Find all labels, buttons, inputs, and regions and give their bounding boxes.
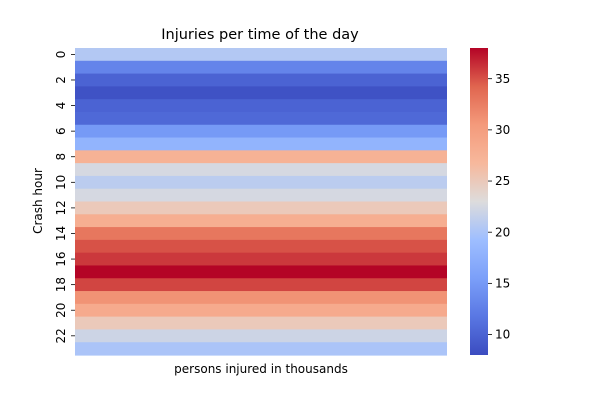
heatmap-cell (75, 303, 447, 318)
y-tick-label: 0 (54, 51, 68, 59)
heatmap-cell (75, 329, 447, 343)
heatmap-cell (75, 265, 447, 279)
heatmap-cell (75, 48, 447, 62)
y-tick-label: 20 (54, 303, 68, 318)
colorbar (470, 48, 488, 355)
y-tick-label: 18 (54, 277, 68, 292)
heatmap-cell (75, 86, 447, 100)
heatmap-cell (75, 163, 447, 177)
y-axis-label: Crash hour (31, 168, 45, 234)
heatmap-cell (75, 278, 447, 292)
y-tick-label: 4 (54, 102, 68, 110)
y-tick-label: 16 (54, 251, 68, 266)
colorbar-tick-label: 25 (495, 174, 510, 188)
colorbar-tick-label: 10 (495, 328, 510, 342)
heatmap-cell (75, 99, 447, 113)
heatmap-cell (75, 111, 447, 126)
heatmap-cell (75, 239, 447, 254)
heatmap-cell (75, 201, 447, 215)
heatmap-cell (75, 137, 447, 151)
colorbar-tick-label: 30 (495, 123, 510, 137)
y-tick-label: 6 (54, 127, 68, 135)
heatmap-cell (75, 150, 447, 164)
colorbar-tick-label: 20 (495, 225, 510, 239)
chart-title: Injuries per time of the day (161, 27, 359, 43)
heatmap-cell (75, 124, 447, 139)
heatmap-cell (75, 316, 447, 331)
heatmap-cell (75, 188, 447, 203)
heatmap-cell (75, 342, 447, 356)
y-tick-label: 12 (54, 200, 68, 215)
y-tick-label: 10 (54, 175, 68, 190)
heatmap-cell (75, 227, 447, 241)
heatmap-cell (75, 60, 447, 75)
colorbar-tick-label: 15 (495, 277, 510, 291)
y-tick-label: 2 (54, 76, 68, 84)
y-tick-label: 8 (54, 153, 68, 161)
colorbar-tick-label: 35 (495, 72, 510, 86)
x-axis-label: persons injured in thousands (174, 362, 348, 376)
y-tick-label: 14 (54, 226, 68, 241)
heatmap-cell (75, 214, 447, 228)
heatmap-cells (75, 48, 447, 356)
y-axis-ticks: 0 2 4 6 8 10 12 14 16 18 20 22 (54, 51, 75, 343)
heatmap-cell (75, 175, 447, 190)
heatmap-cell (75, 73, 447, 87)
colorbar-ticks: 10 15 20 25 30 35 (488, 72, 510, 342)
heatmap-cell (75, 291, 447, 305)
y-tick-label: 22 (54, 328, 68, 343)
heatmap-cell (75, 252, 447, 267)
